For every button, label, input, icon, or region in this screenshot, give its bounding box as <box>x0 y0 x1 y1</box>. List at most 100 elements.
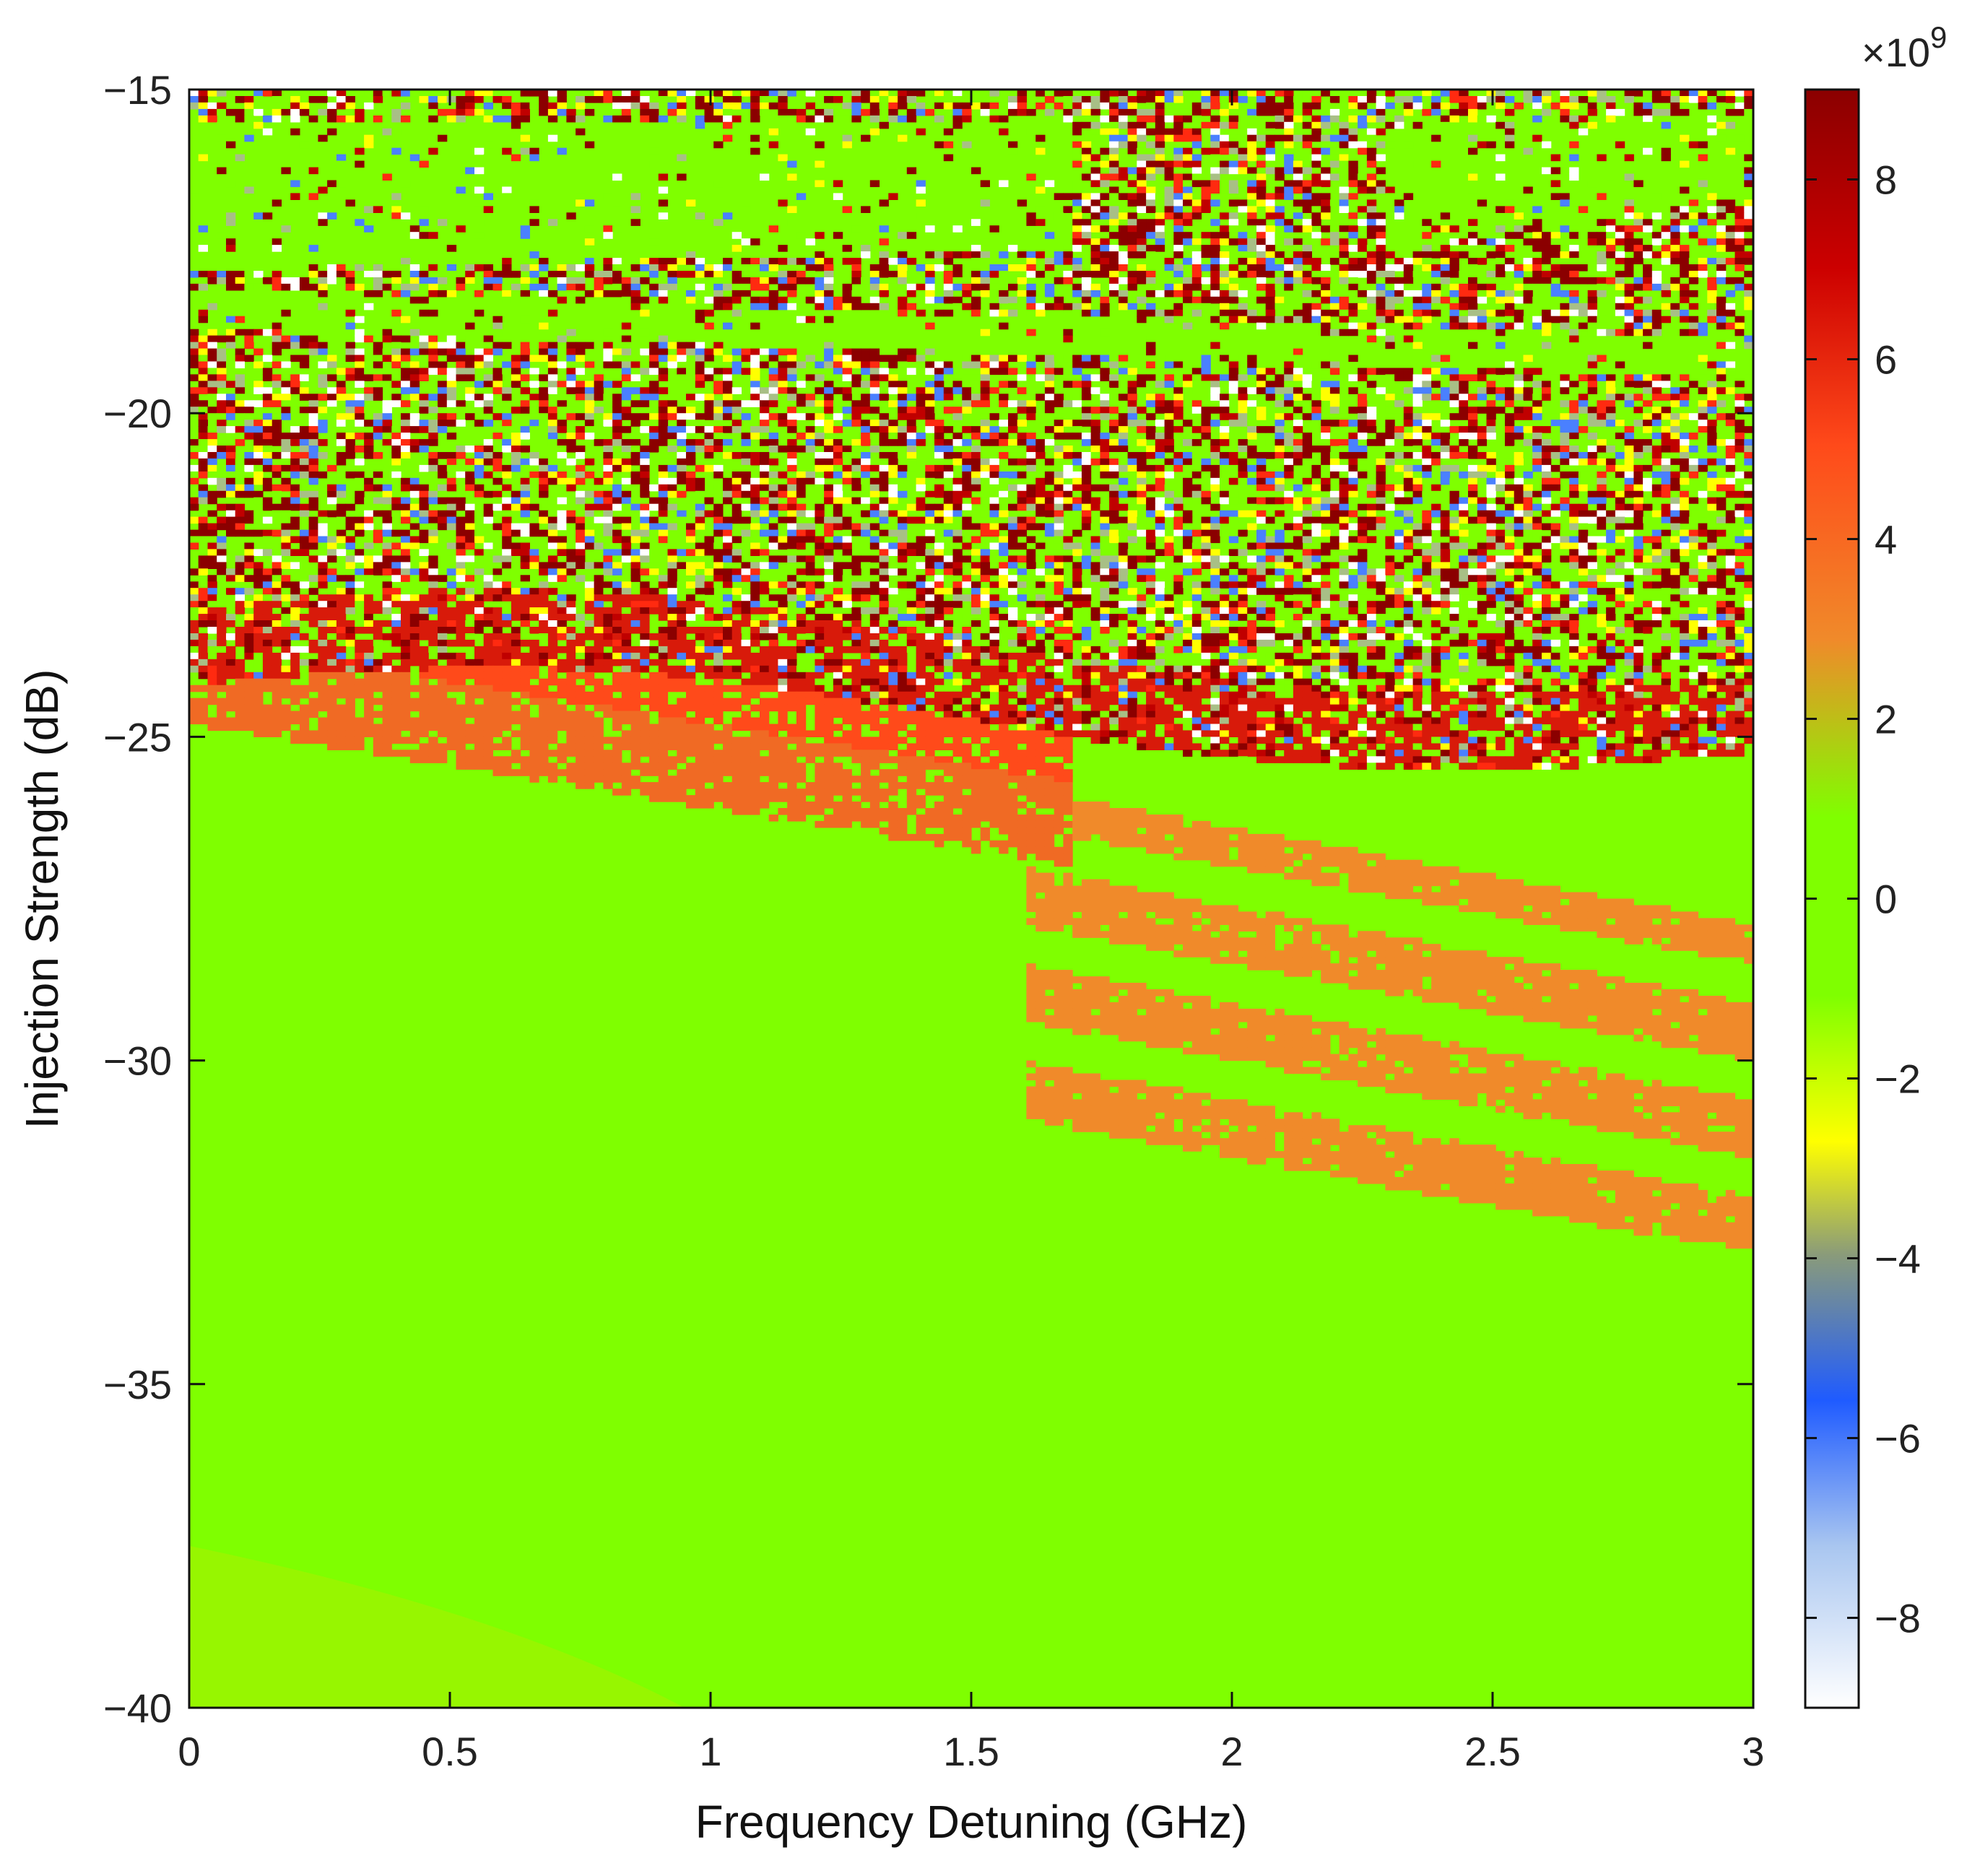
heatmap-cell <box>851 374 861 381</box>
heatmap-cell <box>1063 329 1073 336</box>
heatmap-cell <box>1366 96 1377 103</box>
heatmap-cell <box>1100 464 1110 472</box>
heatmap-cell <box>1744 290 1753 298</box>
heatmap-cell <box>1366 219 1377 226</box>
heatmap-cell <box>281 439 291 446</box>
heatmap-cell <box>888 471 898 479</box>
heatmap-cell <box>1109 108 1119 116</box>
heatmap-cell <box>529 283 539 291</box>
heatmap-cell <box>1532 433 1542 440</box>
heatmap-cell <box>815 283 825 291</box>
heatmap-cell <box>1468 322 1478 330</box>
heatmap-cell <box>584 368 595 375</box>
heatmap-cell <box>1348 108 1358 116</box>
heatmap-cell <box>833 452 843 459</box>
heatmap-cell <box>1734 446 1745 453</box>
heatmap-cell <box>502 361 512 369</box>
heatmap-cell <box>1302 96 1312 103</box>
heatmap-cell <box>1707 225 1717 233</box>
heatmap-cell <box>584 141 595 149</box>
heatmap-cell <box>1468 102 1478 110</box>
heatmap-cell <box>971 251 981 259</box>
heatmap-cell <box>833 180 843 188</box>
heatmap-cell <box>1542 420 1552 427</box>
heatmap-cell <box>603 439 613 446</box>
heatmap-cell <box>1329 115 1340 123</box>
heatmap-cell <box>1716 361 1727 369</box>
heatmap-cell <box>262 413 273 420</box>
heatmap-cell <box>272 381 282 388</box>
heatmap-cell <box>1173 134 1184 142</box>
heatmap-cell <box>345 102 355 110</box>
heatmap-cell <box>483 355 493 362</box>
heatmap-cell <box>630 108 641 116</box>
heatmap-cell <box>925 464 935 472</box>
heatmap-cell <box>281 309 291 317</box>
heatmap-cell <box>391 446 401 453</box>
heatmap-cell <box>1247 173 1257 181</box>
heatmap-cell <box>1146 128 1156 136</box>
heatmap-cell <box>1670 102 1680 110</box>
heatmap-cell <box>1321 160 1331 168</box>
heatmap-cell <box>760 283 770 291</box>
heatmap-cell <box>1247 128 1257 136</box>
heatmap-cell <box>391 381 401 388</box>
heatmap-cell <box>1376 264 1386 272</box>
heatmap-cell <box>1680 296 1690 304</box>
heatmap-cell <box>1744 277 1753 285</box>
heatmap-cell <box>1137 464 1147 472</box>
heatmap-cell <box>262 115 273 123</box>
heatmap-cell <box>1017 374 1027 381</box>
heatmap-cell <box>1505 303 1515 311</box>
heatmap-cell <box>768 387 778 394</box>
heatmap-cell <box>1633 108 1644 116</box>
heatmap-cell <box>879 251 889 259</box>
heatmap-cell <box>235 394 245 401</box>
heatmap-cell <box>1210 173 1220 181</box>
heatmap-cell <box>1523 147 1533 155</box>
heatmap-cell <box>1173 147 1184 155</box>
heatmap-cell <box>1191 374 1202 381</box>
heatmap-cell <box>934 251 945 259</box>
heatmap-cell <box>1569 173 1579 181</box>
heatmap-cell <box>677 458 687 466</box>
heatmap-cell <box>1505 368 1515 375</box>
heatmap-cell <box>1661 381 1671 388</box>
heatmap-cell <box>1210 180 1220 188</box>
heatmap-cell <box>391 452 401 459</box>
heatmap-cell <box>980 458 990 466</box>
heatmap-cell <box>1633 309 1644 317</box>
heatmap-cell <box>787 361 797 369</box>
heatmap-cell <box>1394 374 1404 381</box>
heatmap-cell <box>355 394 365 401</box>
heatmap-cell <box>502 420 512 427</box>
heatmap-cell <box>1329 173 1340 181</box>
heatmap-cell <box>217 167 227 175</box>
heatmap-cell <box>1643 102 1653 110</box>
heatmap-cell <box>1191 458 1202 466</box>
heatmap-cell <box>290 108 300 116</box>
heatmap-cell <box>1542 283 1552 291</box>
heatmap-cell <box>364 446 374 453</box>
heatmap-cell <box>465 446 475 453</box>
heatmap-cell <box>943 387 954 394</box>
heatmap-cell <box>879 420 889 427</box>
heatmap-cell <box>796 361 807 369</box>
heatmap-cell <box>401 283 411 291</box>
heatmap-cell <box>1606 96 1616 103</box>
heatmap-cell <box>906 348 917 356</box>
heatmap-cell <box>1191 258 1202 265</box>
heatmap-cell <box>1164 206 1174 213</box>
heatmap-cell <box>1569 413 1579 420</box>
heatmap-cell <box>713 471 724 479</box>
heatmap-cell <box>1348 387 1358 394</box>
heatmap-cell <box>1275 219 1285 226</box>
heatmap-cell <box>1201 245 1211 252</box>
heatmap-cell <box>934 464 945 472</box>
heatmap-cell <box>1597 374 1607 381</box>
heatmap-cell <box>1146 199 1156 207</box>
heatmap-cell <box>529 251 539 259</box>
heatmap-cell <box>566 458 576 466</box>
heatmap-cell <box>1486 400 1496 407</box>
heatmap-cell <box>483 348 493 356</box>
